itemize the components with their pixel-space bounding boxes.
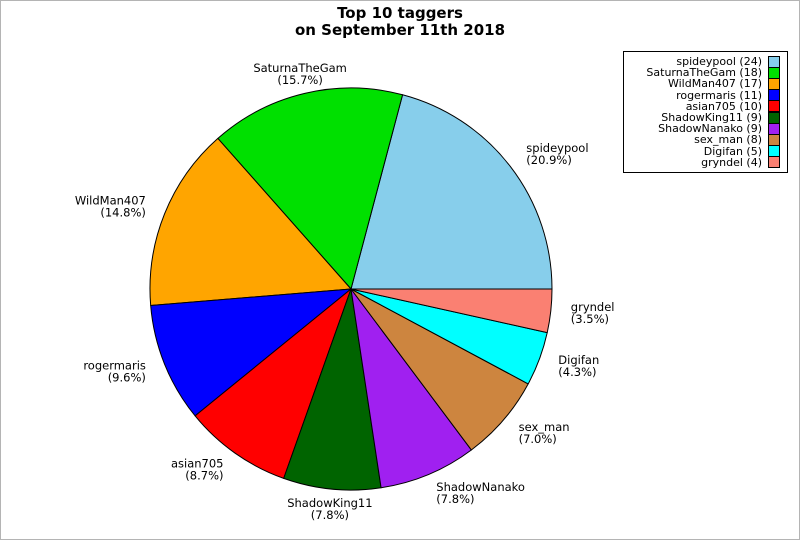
chart-title-line1: Top 10 taggers <box>337 4 463 22</box>
legend-swatch-spideypool <box>768 55 780 68</box>
legend-row-WildMan407: WildMan407 (17) <box>628 77 780 91</box>
pie-slice-label-gryndel: gryndel (3.5%) <box>571 300 615 326</box>
legend-row-gryndel: gryndel (4) <box>628 155 780 169</box>
legend-item-label: Digifan (5) <box>703 144 762 158</box>
pie-slice-label-SaturnaTheGam: SaturnaTheGam (15.7%) <box>253 61 347 87</box>
legend-swatch-Digifan <box>768 145 780 158</box>
pie-slice-spideypool <box>350 94 553 290</box>
chart-title: Top 10 taggers on September 11th 2018 <box>1 5 799 38</box>
legend-row-rogermaris: rogermaris (11) <box>628 88 780 102</box>
pie-slice-label-sex_man: sex_man (7.0%) <box>519 420 570 446</box>
legend-item-label: SaturnaTheGam (18) <box>646 66 762 80</box>
pie-slice-rogermaris <box>150 288 352 417</box>
pie-slice-label-rogermaris: rogermaris (9.6%) <box>83 359 146 385</box>
legend-row-Digifan: Digifan (5) <box>628 144 780 158</box>
legend-swatch-ShadowNanako <box>768 122 780 135</box>
legend-swatch-WildMan407 <box>768 77 780 90</box>
pie-slice-ShadowKing11 <box>283 288 382 491</box>
legend: spideypool (24) SaturnaTheGam (18) WildMan… <box>623 51 788 173</box>
pie-slice-label-asian705: asian705 (8.7%) <box>171 457 224 483</box>
pie-slice-asian705 <box>194 288 352 479</box>
legend-item-label: sex_man (8) <box>694 133 762 147</box>
pie-slice-label-spideypool: spideypool (20.9%) <box>526 141 588 167</box>
legend-swatch-gryndel <box>768 156 780 169</box>
legend-item-label: ShadowNanako (9) <box>658 122 762 136</box>
pie-slice-label-ShadowNanako: ShadowNanako (7.8%) <box>436 480 525 506</box>
legend-item-label: ShadowKing11 (9) <box>661 111 762 125</box>
legend-swatch-rogermaris <box>768 89 780 102</box>
pie-slice-label-ShadowKing11: ShadowKing11 (7.8%) <box>287 496 372 522</box>
legend-swatch-sex_man <box>768 133 780 146</box>
legend-item-label: gryndel (4) <box>701 155 762 169</box>
pie-slice-label-Digifan: Digifan (4.3%) <box>558 353 599 379</box>
legend-item-label: asian705 (10) <box>685 99 762 113</box>
legend-item-label: WildMan407 (17) <box>667 77 762 91</box>
pie-slice-SaturnaTheGam <box>217 87 404 290</box>
legend-row-sex_man: sex_man (8) <box>628 133 780 147</box>
legend-swatch-ShadowKing11 <box>768 111 780 124</box>
chart-title-line2: on September 11th 2018 <box>294 20 506 39</box>
legend-swatch-SaturnaTheGam <box>768 66 780 79</box>
pie-slice-gryndel <box>350 288 553 334</box>
pie-slice-ShadowNanako <box>350 288 472 489</box>
pie-slice-WildMan407 <box>149 137 352 306</box>
legend-swatch-asian705 <box>768 100 780 113</box>
legend-item-label: rogermaris (11) <box>676 88 762 102</box>
legend-item-label: spideypool (24) <box>676 55 762 69</box>
pie-slice-label-WildMan407: WildMan407 (14.8%) <box>75 194 146 220</box>
